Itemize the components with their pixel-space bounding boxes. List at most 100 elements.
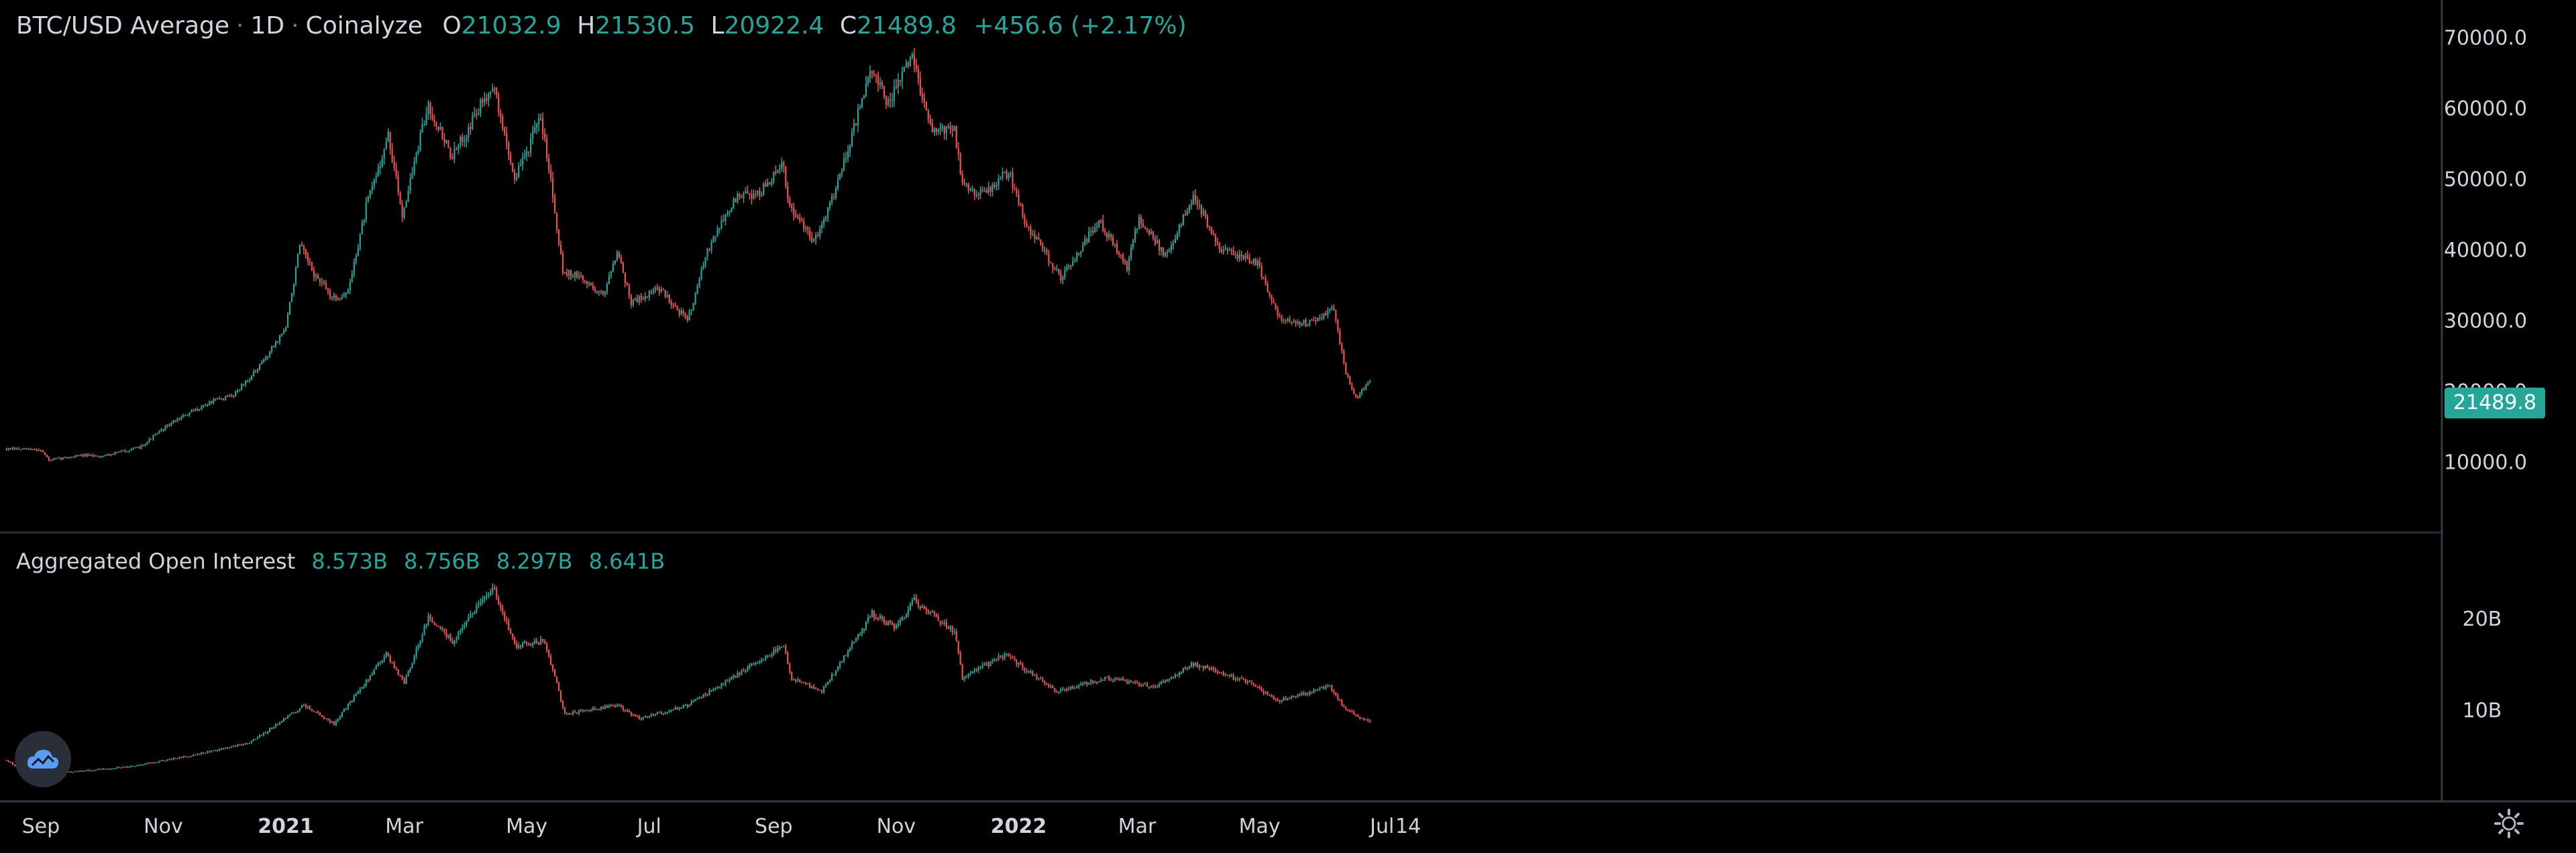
oi-candle [929,612,931,614]
price-candle [853,123,855,132]
oi-candle [1070,686,1072,689]
price-candle [403,207,405,218]
oi-candle [1152,686,1155,687]
price-candle [441,127,443,139]
price-candle [1072,261,1074,266]
price-candle [873,73,875,75]
oi-candle [319,712,321,716]
oi-candle [229,747,231,749]
price-candle [706,249,708,258]
price-candle [1172,243,1175,245]
price-candle [807,227,809,231]
oi-candle [722,683,724,685]
price-axis[interactable]: 10000.020000.030000.040000.050000.060000… [2444,27,2527,475]
price-candle [66,457,68,459]
oi-candle [1078,685,1080,687]
price-candle [453,148,455,160]
price-candle [1325,312,1327,316]
oi-title[interactable]: Aggregated Open Interest [16,549,296,574]
oi-candle [735,675,737,678]
oi-candle [379,663,381,665]
oi-candle [578,710,580,714]
oi-candle [172,758,174,760]
coinalyze-cloud-logo-icon[interactable] [15,731,71,787]
price-candle [148,439,150,443]
price-candle [801,219,803,221]
price-candle [845,158,847,160]
oi-candle [1267,691,1269,695]
price-candle [1353,388,1355,394]
price-tick-label: 10000.0 [2444,451,2527,475]
oi-candle [555,676,558,683]
interval[interactable]: 1D [250,12,285,40]
oi-candle [837,666,839,671]
price-candle [1311,319,1313,321]
oi-candle [512,633,514,638]
oi-candle [1164,680,1167,683]
oi-candle [453,640,455,644]
price-candle [1018,193,1020,205]
price-candle [261,362,263,365]
price-candle [299,245,301,254]
price-candle [88,454,90,457]
price-candle [767,182,769,186]
oi-candle [604,705,606,709]
price-candle [574,272,576,278]
price-candle [1106,232,1108,238]
oi-candle [122,766,124,768]
price-candle [851,131,853,146]
price-candle [470,127,472,129]
price-candle [486,99,488,101]
oi-candle [7,760,10,762]
price-candle [863,96,865,99]
oi-candle [526,642,528,644]
price-candle [885,97,888,105]
oi-candle [682,705,684,708]
oi-candle [733,675,735,677]
price-candles [5,48,1371,461]
oi-candle [803,682,805,683]
time-tick-label: 2022 [991,815,1047,838]
price-candle [197,408,199,410]
price-candle [136,447,138,448]
price-candle [516,177,518,180]
oi-candle [1144,683,1146,685]
price-candle [895,87,897,88]
gear-icon[interactable] [2493,807,2525,840]
oi-candle [1042,679,1044,682]
price-candle [678,310,680,315]
price-candle [877,75,879,85]
oi-candle [241,744,243,746]
oi-candle [634,715,636,717]
oi-candle [638,716,640,720]
oi-candle [853,642,855,643]
price-candle [592,285,594,289]
price-candle [893,87,896,101]
oi-candle [632,715,634,717]
oi-candle [1323,687,1325,689]
oi-candle [490,592,492,595]
price-candle [321,282,323,284]
price-candle [644,296,646,299]
oi-candle [610,705,612,707]
price-candle [1138,217,1140,229]
symbol-name[interactable]: BTC/USD Average [16,12,230,40]
oi-candle [542,638,544,642]
oi-candle [333,721,335,725]
oi-candle [648,716,650,718]
oi-candle [1092,680,1094,683]
time-axis[interactable]: Sep Nov 2021 Mar May Jul Sep Nov 2022 Mar May Jul 14 [22,815,1421,838]
oi-candle [1295,697,1297,699]
price-candle [191,410,193,413]
price-candle [785,166,787,186]
oi-candle [618,705,620,706]
oi-candle [110,769,112,770]
oi-candle [466,620,468,625]
price-candle [393,162,395,168]
oi-candle [530,644,532,646]
oi-candle [1116,678,1118,680]
oi-axis[interactable]: 10B 20B [2463,608,2502,723]
price-candle [449,147,451,158]
price-candle [278,335,281,342]
